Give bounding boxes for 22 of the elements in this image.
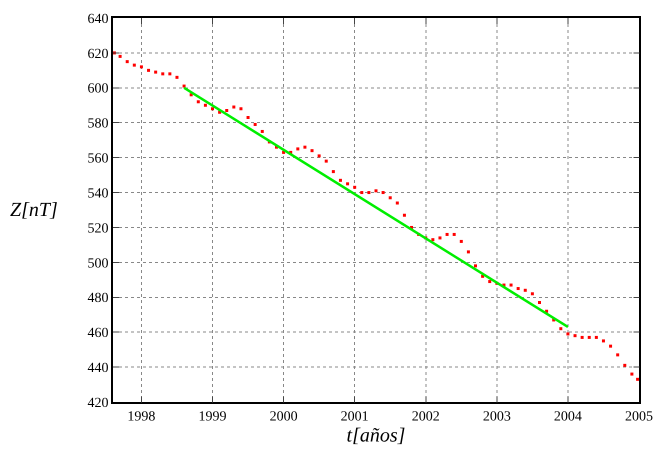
y-tick-label: 560 (87, 152, 108, 167)
y-tick-label: 500 (87, 256, 108, 272)
x-axis-title: t[años] (346, 424, 406, 447)
y-tick-label: 580 (87, 116, 108, 132)
y-tick-label: 420 (87, 396, 108, 411)
x-tick-label: 2005 (625, 410, 653, 425)
x-tick-label: 2004 (554, 410, 582, 425)
y-tick-label: 440 (87, 360, 108, 376)
y-tick-label: 540 (87, 186, 108, 202)
y-tick-label: 600 (87, 82, 108, 97)
y-tick-label: 620 (87, 46, 108, 62)
y-tick-label: 460 (87, 326, 108, 342)
x-tick-label: 2000 (270, 410, 298, 425)
y-tick-label: 640 (87, 12, 108, 27)
x-tick-label: 1999 (198, 410, 227, 425)
y-tick-label: 520 (87, 221, 108, 236)
y-tick-label: 480 (87, 291, 108, 306)
y-axis-title: Z[nT] (10, 199, 58, 221)
x-tick-label: 2003 (482, 410, 511, 425)
x-tick-label: 1998 (127, 410, 156, 425)
x-tick-label: 2002 (412, 410, 440, 425)
x-tick-label: 2001 (340, 410, 369, 425)
